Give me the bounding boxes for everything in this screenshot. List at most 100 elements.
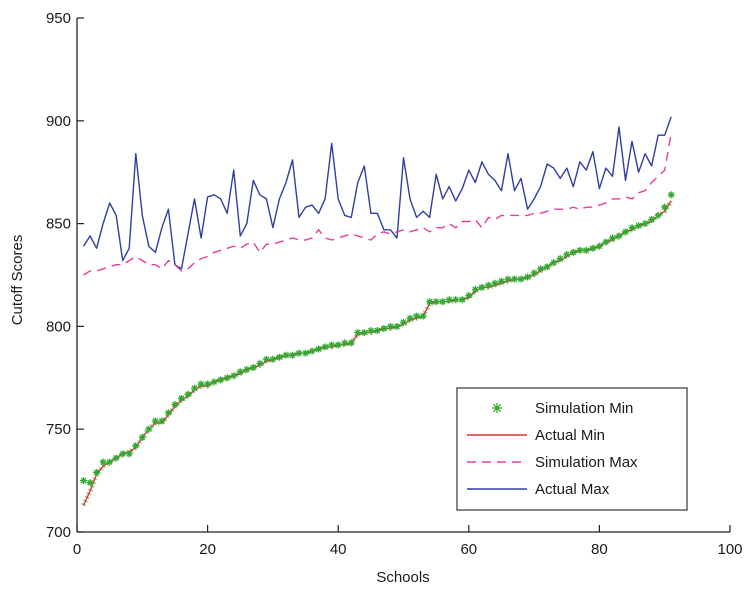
simulation-min-point	[341, 339, 349, 347]
simulation-min-point	[582, 246, 590, 254]
simulation-min-point	[288, 351, 296, 359]
simulation-min-point	[360, 329, 368, 337]
x-tick-label: 60	[460, 541, 477, 558]
legend-label: Actual Min	[535, 427, 605, 444]
simulation-min-point	[302, 349, 310, 357]
simulation-min-point	[295, 349, 303, 357]
y-tick-label: 750	[46, 421, 71, 438]
simulation-min-point	[524, 273, 532, 281]
y-tick-label: 700	[46, 524, 71, 541]
simulation-min-point	[217, 376, 225, 384]
simulation-min-point	[373, 327, 381, 335]
simulation-min-point	[615, 232, 623, 240]
legend-entry: Simulation Max	[467, 454, 638, 471]
simulation-min-point	[667, 191, 675, 199]
simulation-min-point	[413, 312, 421, 320]
simulation-min-point	[556, 255, 564, 263]
simulation-min-point	[400, 318, 407, 326]
simulation-min-point	[393, 322, 401, 330]
simulation-min-point	[328, 341, 336, 349]
simulation-min-point	[99, 458, 107, 466]
simulation-min-point	[315, 345, 323, 353]
simulation-min-point	[530, 269, 538, 277]
simulation-min-point	[321, 343, 329, 351]
simulation-min-point	[439, 298, 447, 306]
series-simulation-max-line	[83, 132, 672, 276]
x-tick-label: 0	[73, 541, 81, 558]
simulation-min-point	[112, 454, 120, 462]
legend-entry: Actual Min	[467, 427, 605, 444]
simulation-min-point	[550, 259, 558, 267]
legend-entry: Simulation Min	[492, 400, 633, 417]
simulation-min-point	[641, 220, 649, 228]
simulation-min-point	[569, 248, 577, 256]
simulation-min-point	[406, 314, 414, 322]
simulation-min-point	[151, 417, 159, 425]
simulation-min-point	[243, 366, 251, 374]
simulation-min-point	[119, 450, 127, 458]
simulation-min-point	[269, 355, 277, 363]
simulation-min-point	[171, 401, 179, 409]
plot-area	[80, 116, 675, 507]
simulation-min-point	[138, 433, 146, 441]
simulation-min-point	[354, 329, 362, 337]
legend: Simulation Min Actual Min Simulation Max Ac…	[456, 387, 688, 511]
legend-label: Simulation Min	[535, 400, 633, 417]
y-axis-label: Cutoff Scores	[9, 235, 26, 326]
simulation-min-point	[223, 374, 231, 382]
simulation-min-point	[210, 378, 218, 386]
simulation-min-point	[543, 263, 551, 271]
simulation-min-point	[86, 479, 94, 487]
legend-label: Simulation Max	[535, 454, 638, 471]
simulation-min-point	[622, 228, 630, 236]
legend-label: Actual Max	[535, 481, 610, 498]
x-tick-label: 80	[591, 541, 608, 558]
simulation-min-point	[608, 234, 616, 242]
simulation-min-point	[635, 222, 643, 230]
simulation-min-point	[458, 296, 466, 304]
simulation-min-point	[478, 283, 486, 291]
simulation-min-point	[576, 246, 584, 254]
simulation-min-point	[517, 275, 525, 283]
simulation-min-point	[191, 384, 199, 392]
simulation-min-point	[491, 279, 499, 287]
simulation-min-point	[628, 224, 636, 232]
simulation-min-point	[177, 394, 185, 402]
simulation-min-point	[197, 380, 205, 388]
simulation-min-point	[334, 341, 342, 349]
simulation-min-point	[595, 242, 603, 250]
legend-entry: Actual Max	[467, 481, 610, 498]
simulation-min-point	[497, 277, 505, 285]
legend-marker-simulation-min	[492, 403, 502, 413]
simulation-min-point	[80, 477, 88, 485]
simulation-min-point	[426, 298, 434, 306]
simulation-min-point	[563, 250, 571, 258]
simulation-min-point	[249, 364, 257, 372]
simulation-min-point	[419, 312, 427, 320]
simulation-min-point	[452, 296, 460, 304]
simulation-min-point	[262, 355, 270, 363]
simulation-min-point	[308, 347, 316, 355]
simulation-min-point	[275, 353, 283, 361]
simulation-min-point	[204, 380, 212, 388]
simulation-min-point	[158, 417, 166, 425]
x-axis-label: Schools	[376, 569, 429, 586]
simulation-min-point	[164, 409, 172, 417]
simulation-min-point	[471, 285, 479, 293]
simulation-min-point	[184, 390, 192, 398]
simulation-min-point	[282, 351, 290, 359]
simulation-min-point	[125, 450, 133, 458]
y-tick-label: 800	[46, 318, 71, 335]
x-tick-label: 40	[330, 541, 347, 558]
x-tick-label: 20	[199, 541, 216, 558]
simulation-min-point	[106, 458, 114, 466]
simulation-min-point	[445, 296, 453, 304]
simulation-min-point	[465, 292, 473, 300]
simulation-min-point	[511, 275, 519, 283]
simulation-min-point	[93, 468, 101, 476]
simulation-min-point	[145, 425, 153, 433]
axes: 0 20 40 60 80 100 700 750 800 850 900 950	[46, 10, 743, 558]
x-tick-label: 100	[717, 541, 742, 558]
simulation-min-point	[347, 339, 355, 347]
